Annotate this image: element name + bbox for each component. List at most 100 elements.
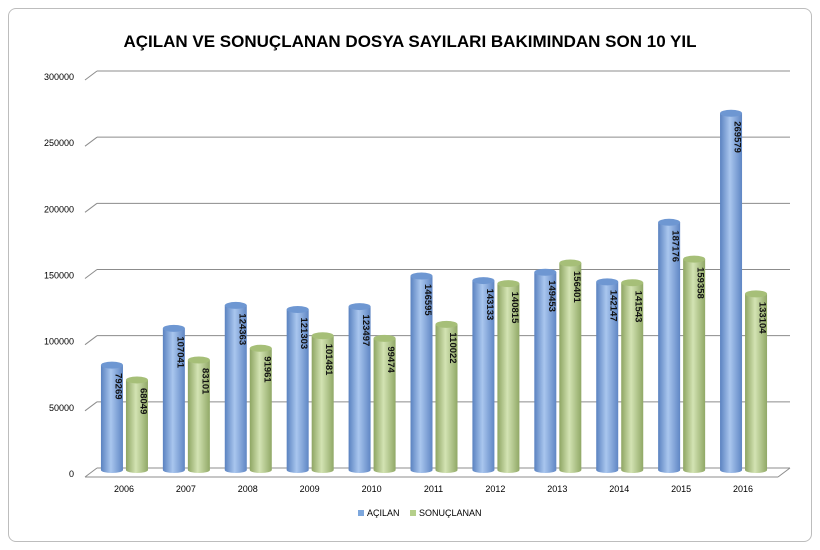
bar-top: [745, 290, 768, 298]
bar-top: [125, 376, 148, 384]
gridline-depth: [84, 269, 98, 279]
bar-top: [224, 301, 247, 309]
bar-base: [683, 467, 706, 473]
bar-base: [497, 467, 520, 473]
bar-top: [472, 277, 495, 285]
bar-açilan-2010: [348, 306, 371, 470]
data-label: 159358: [695, 267, 706, 299]
bar-top: [534, 268, 557, 276]
y-tick-label: 300000: [44, 72, 74, 82]
bar-açilan-2016: [720, 113, 743, 470]
bar-açilan-2012: [472, 280, 495, 470]
gridline-depth: [84, 136, 98, 147]
x-tick-label: 2008: [238, 484, 258, 494]
bar-açilan-2015: [658, 222, 681, 470]
bar-top: [658, 218, 681, 226]
bar-top: [410, 272, 433, 280]
data-label: 124363: [236, 313, 247, 345]
bar-top: [596, 278, 619, 286]
x-tick-label: 2014: [609, 484, 629, 494]
bar-base: [125, 467, 148, 473]
data-label: 123497: [360, 315, 371, 347]
gridline-depth: [84, 467, 98, 478]
data-label: 101481: [323, 344, 334, 376]
data-label: 83101: [199, 368, 210, 395]
bar-base: [596, 467, 619, 473]
bar-açilan-2007: [162, 328, 185, 470]
data-label: 99474: [385, 346, 396, 373]
data-label: 146595: [422, 284, 433, 316]
bar-sonuçlanan-2013: [559, 263, 582, 470]
bar-base: [410, 467, 433, 473]
bar-sonuçlanan-2006: [125, 379, 148, 470]
x-tick-label: 2007: [176, 484, 196, 494]
y-tick-label: 150000: [44, 271, 74, 281]
x-tick-label: 2011: [424, 484, 443, 494]
bar-top: [559, 259, 582, 267]
floor-right-edge: [777, 467, 791, 478]
data-label: 107041: [174, 336, 185, 368]
bar-sonuçlanan-2015: [683, 259, 706, 470]
y-tick-label: 100000: [44, 337, 74, 347]
data-label: 68049: [137, 388, 148, 414]
bar-açilan-2013: [534, 272, 557, 470]
y-tick-label: 50000: [49, 403, 74, 413]
data-label: 141543: [633, 291, 644, 323]
data-label: 142147: [608, 290, 619, 322]
bar-base: [745, 467, 768, 473]
bar-sonuçlanan-2016: [745, 293, 768, 470]
x-tick-label: 2009: [300, 484, 320, 494]
bar-base: [249, 467, 272, 473]
x-tick-label: 2010: [362, 484, 382, 494]
legend-swatch: [410, 510, 416, 516]
data-label: 79269: [112, 373, 123, 399]
bar-sonuçlanan-2010: [373, 338, 396, 470]
x-tick-label: 2013: [547, 484, 567, 494]
y-tick-label: 200000: [44, 204, 74, 214]
x-tick-label: 2015: [671, 484, 691, 494]
chart-title: AÇILAN VE SONUÇLANAN DOSYA SAYILARI BAKI…: [123, 32, 697, 51]
bar-açilan-2009: [286, 309, 309, 470]
bar-base: [658, 467, 681, 473]
bar-sonuçlanan-2008: [249, 348, 272, 470]
data-label: 156401: [571, 271, 582, 303]
data-label: 133104: [757, 302, 768, 334]
bar-base: [559, 467, 582, 473]
data-label: 143133: [484, 289, 495, 321]
gridline-depth: [84, 70, 98, 81]
bar-sonuçlanan-2014: [621, 282, 644, 470]
data-label: 91961: [261, 356, 272, 383]
bar-top: [162, 324, 185, 332]
bar-sonuçlanan-2007: [187, 360, 210, 470]
bar-top: [249, 344, 272, 352]
bar-açilan-2006: [100, 365, 123, 470]
bar-base: [286, 467, 309, 473]
bar-top: [311, 332, 334, 340]
y-tick-label: 250000: [44, 138, 74, 148]
bar-açilan-2008: [224, 305, 247, 470]
gridline-depth: [84, 335, 98, 346]
bar-top: [373, 334, 396, 342]
legend-swatch: [358, 510, 364, 516]
x-tick-label: 2012: [485, 484, 505, 494]
bar-top: [621, 279, 644, 287]
bar-top: [683, 255, 706, 263]
bar-açilan-2011: [410, 276, 433, 470]
data-label: 269579: [732, 121, 743, 153]
data-label: 149453: [546, 280, 557, 312]
bar-top: [720, 109, 743, 117]
bar-top: [286, 305, 309, 313]
legend-label: AÇILAN: [367, 508, 400, 518]
bar-base: [720, 467, 743, 473]
bar-base: [472, 467, 495, 473]
bar-base: [311, 467, 334, 473]
bar-sonuçlanan-2011: [435, 324, 458, 470]
x-tick-label: 2016: [733, 484, 753, 494]
bar-top: [187, 356, 210, 364]
y-tick-label: 0: [69, 469, 74, 479]
bar-base: [187, 467, 210, 473]
gridline-depth: [84, 401, 98, 412]
gridline-depth: [84, 202, 98, 213]
bar-top: [497, 280, 520, 288]
